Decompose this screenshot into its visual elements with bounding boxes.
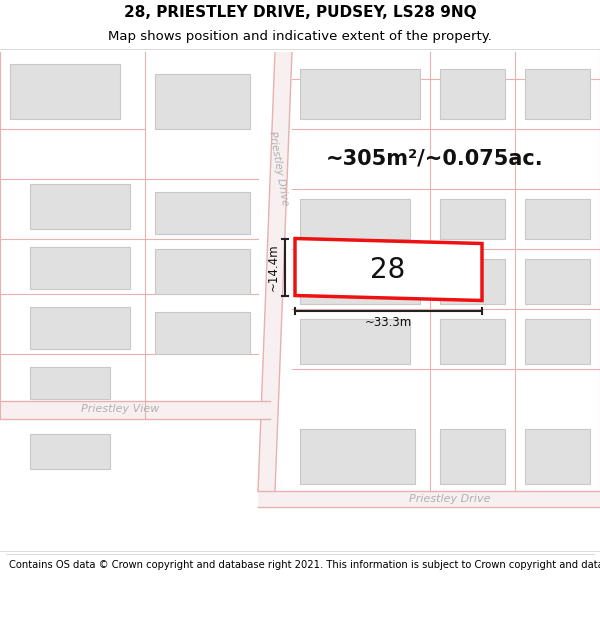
Bar [30,306,130,349]
Bar [30,366,110,399]
Text: Contains OS data © Crown copyright and database right 2021. This information is : Contains OS data © Crown copyright and d… [9,560,600,570]
Text: ~305m²/~0.075ac.: ~305m²/~0.075ac. [326,149,544,169]
Polygon shape [258,51,292,491]
Bar [155,191,250,234]
Bar [525,319,590,364]
Bar [155,249,250,294]
Text: Priestley View: Priestley View [81,404,159,414]
Bar [300,69,420,119]
Bar [440,69,505,119]
Bar [155,311,250,354]
Bar [300,259,420,304]
Text: ~14.4m: ~14.4m [267,243,280,291]
Bar [440,429,505,484]
Bar [525,429,590,484]
Bar [300,199,410,239]
Text: Priestley Drive: Priestley Drive [409,494,491,504]
Text: Priestley Drive: Priestley Drive [266,131,289,206]
Bar [300,319,410,364]
Text: 28: 28 [370,256,406,284]
Bar [525,259,590,304]
Bar [30,434,110,469]
Bar [525,199,590,239]
Bar [525,69,590,119]
Polygon shape [258,491,600,506]
Bar [30,246,130,289]
Bar [440,319,505,364]
Bar [155,74,250,129]
Polygon shape [295,239,482,301]
Polygon shape [0,401,270,419]
Text: ~33.3m: ~33.3m [365,316,412,329]
Text: Map shows position and indicative extent of the property.: Map shows position and indicative extent… [108,30,492,43]
Bar [30,184,130,229]
Text: 28, PRIESTLEY DRIVE, PUDSEY, LS28 9NQ: 28, PRIESTLEY DRIVE, PUDSEY, LS28 9NQ [124,4,476,19]
Bar [300,429,415,484]
Bar [440,199,505,239]
Bar [10,64,120,119]
Bar [440,259,505,304]
